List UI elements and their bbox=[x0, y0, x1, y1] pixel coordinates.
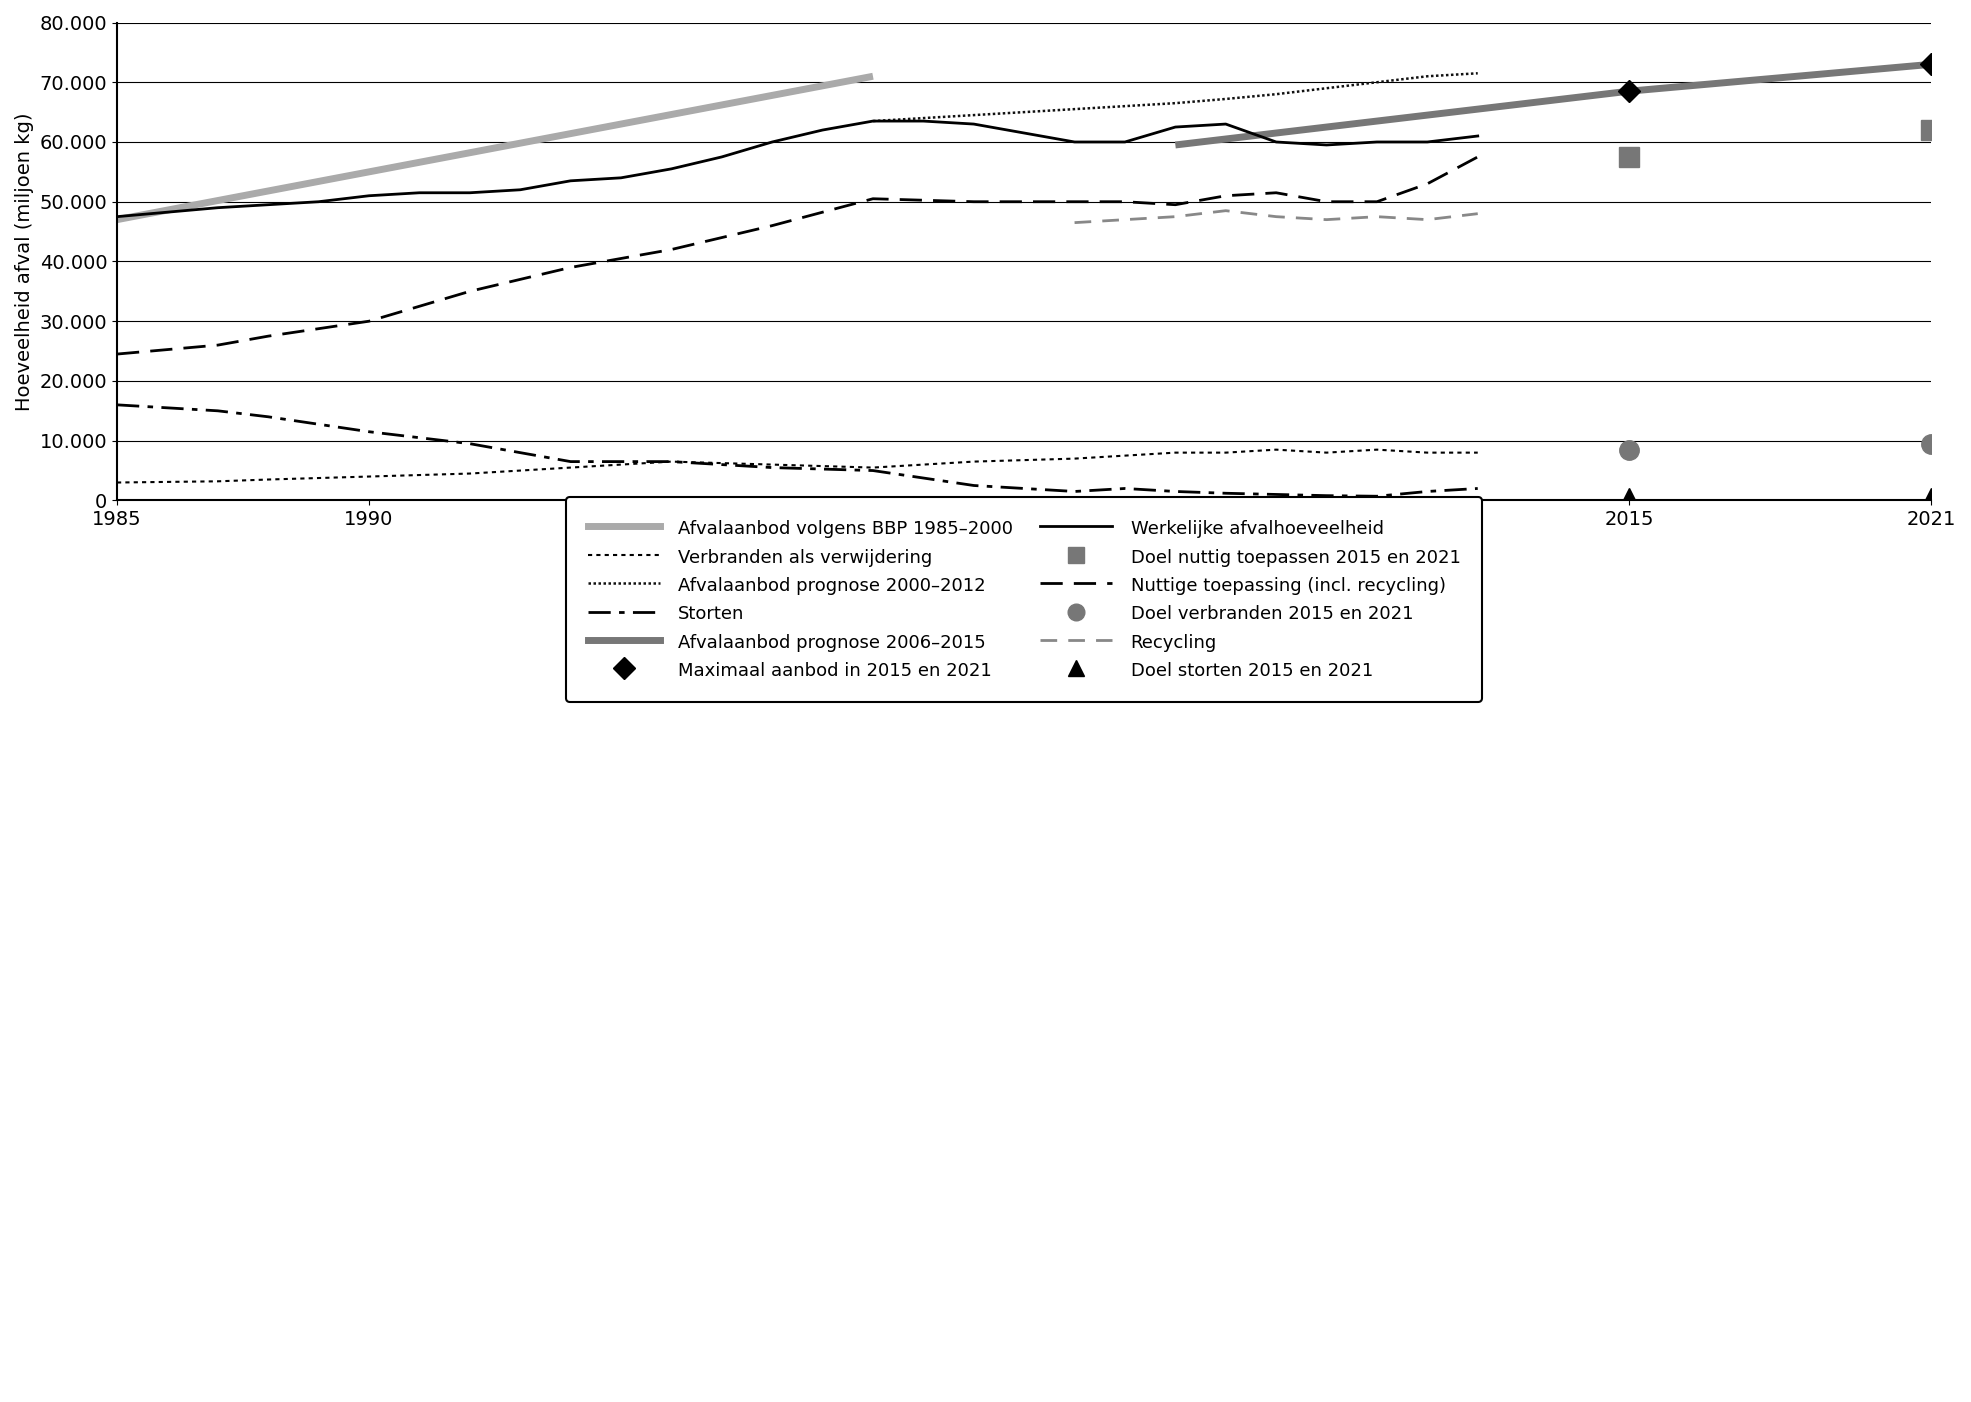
Legend: Afvalaanbod volgens BBP 1985–2000, Verbranden als verwijdering, Afvalaanbod prog: Afvalaanbod volgens BBP 1985–2000, Verbr… bbox=[566, 498, 1482, 701]
Y-axis label: Hoeveelheid afval (miljoen kg): Hoeveelheid afval (miljoen kg) bbox=[16, 112, 34, 411]
